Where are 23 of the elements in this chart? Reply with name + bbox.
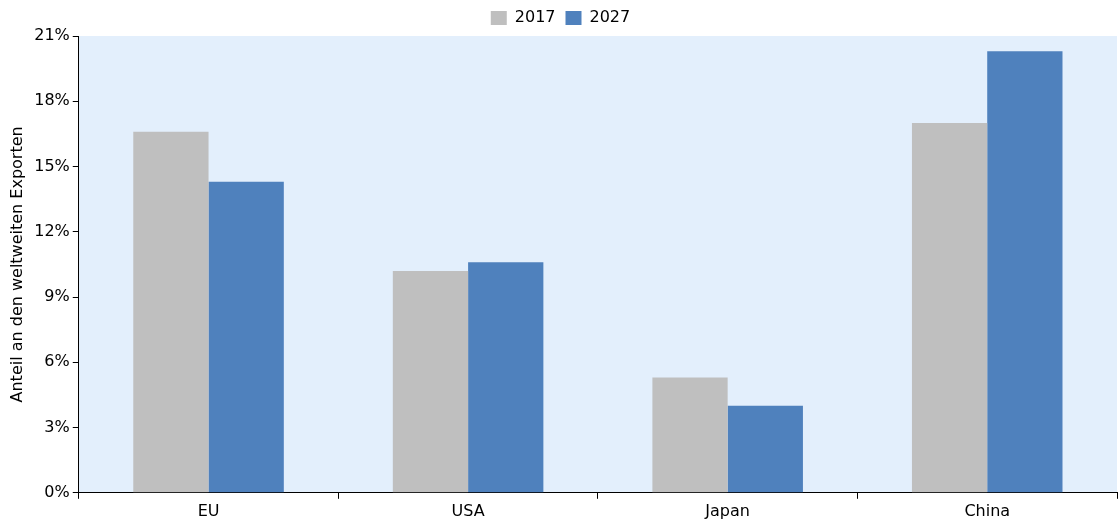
bar (468, 262, 544, 493)
y-tick-label: 12% (34, 220, 70, 240)
y-tick-label: 0% (44, 481, 70, 501)
bar (392, 270, 469, 493)
y-tick-label: 18% (34, 90, 70, 110)
bar (652, 377, 728, 493)
y-tick-label: 6% (44, 351, 70, 371)
x-tick-label: Japan (704, 500, 750, 520)
x-tick-label: USA (451, 500, 485, 520)
y-tick-label: 9% (44, 286, 70, 306)
x-tick-label: EU (197, 500, 220, 520)
y-axis-title: Anteil an den weltweiten Exporten (6, 126, 26, 403)
y-tick-label: 3% (44, 416, 70, 436)
bar (911, 123, 988, 493)
legend-label: 2027 (589, 7, 631, 27)
bar (727, 405, 803, 493)
bar (133, 131, 209, 493)
x-tick-label: China (964, 500, 1011, 520)
y-tick-label: 15% (34, 155, 70, 175)
bar (208, 181, 284, 493)
bar (987, 51, 1063, 493)
y-tick-label: 21% (34, 25, 70, 45)
legend-label: 2017 (514, 7, 556, 27)
